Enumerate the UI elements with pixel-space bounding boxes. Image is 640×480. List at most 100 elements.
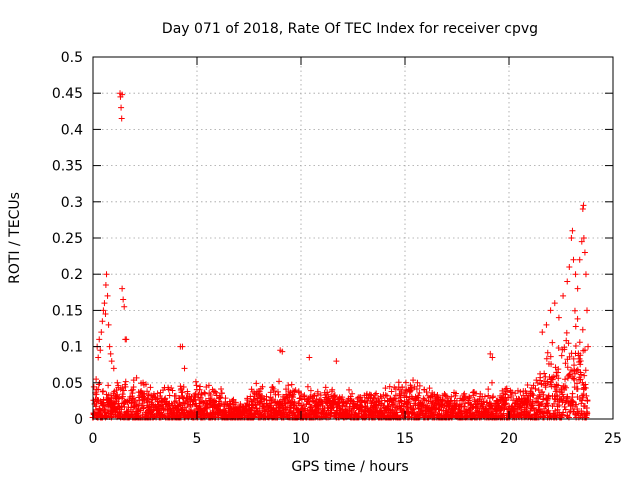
data-point [405, 397, 412, 404]
data-point [121, 303, 128, 310]
data-point [416, 389, 423, 396]
data-point [564, 393, 571, 400]
data-points [89, 90, 592, 421]
data-point [333, 358, 340, 365]
data-point [118, 115, 125, 122]
data-point [565, 414, 572, 421]
y-tick-label: 0 [74, 412, 83, 428]
data-point [543, 355, 550, 362]
data-point [181, 365, 188, 372]
data-point [558, 412, 565, 419]
data-point [584, 410, 591, 417]
data-point [120, 296, 127, 303]
data-point [574, 367, 581, 374]
data-point [466, 394, 473, 401]
data-point [574, 315, 581, 322]
data-point [571, 370, 578, 377]
data-point [197, 394, 204, 401]
data-point [180, 384, 187, 391]
data-point [276, 378, 283, 385]
data-point [572, 343, 579, 350]
chart-title: Day 071 of 2018, Rate Of TEC Index for r… [162, 21, 538, 37]
data-point [480, 398, 487, 405]
data-point [549, 376, 556, 383]
data-point [169, 387, 176, 394]
data-point [218, 400, 225, 407]
data-point [123, 336, 130, 343]
data-point [502, 391, 509, 398]
data-point [217, 394, 224, 401]
data-point [142, 381, 149, 388]
data-point [486, 395, 493, 402]
data-point [574, 285, 581, 292]
data-point [357, 394, 364, 401]
y-tick-label: 0.2 [61, 267, 83, 283]
data-point [118, 409, 125, 416]
data-point [306, 354, 313, 361]
data-point [570, 375, 577, 382]
y-tick-label: 0.05 [52, 376, 83, 392]
x-tick-label: 20 [500, 431, 518, 447]
data-point [371, 396, 378, 403]
data-point [215, 403, 222, 410]
data-point [122, 383, 129, 390]
data-point [530, 392, 537, 399]
data-point [414, 379, 421, 386]
data-point [554, 369, 561, 376]
data-point [489, 394, 496, 401]
data-point [408, 386, 415, 393]
data-point [490, 393, 497, 400]
y-tick-label: 0.5 [61, 50, 83, 66]
data-point [119, 285, 126, 292]
data-point [291, 402, 298, 409]
data-point [481, 393, 488, 400]
data-point [545, 393, 552, 400]
data-point [100, 307, 107, 314]
grid-lines [93, 57, 613, 419]
data-point [347, 393, 354, 400]
data-point [539, 388, 546, 395]
data-point [583, 405, 590, 412]
data-point [566, 370, 573, 377]
data-point [487, 350, 494, 357]
x-tick-label: 10 [292, 431, 310, 447]
data-point [566, 409, 573, 416]
data-point [582, 271, 589, 278]
data-point [267, 400, 274, 407]
data-point [551, 300, 558, 307]
data-point [448, 393, 455, 400]
data-point [555, 314, 562, 321]
data-point [213, 392, 220, 399]
data-point [253, 380, 260, 387]
data-point [115, 382, 122, 389]
y-axis-label: ROTI / TECUs [7, 192, 23, 284]
data-point [407, 387, 414, 394]
y-tick-label: 0.1 [61, 340, 83, 356]
data-point [133, 374, 140, 381]
data-point [93, 391, 100, 398]
data-point [101, 300, 108, 307]
data-point [95, 354, 102, 361]
data-point [517, 388, 524, 395]
data-point [335, 400, 342, 407]
data-point [177, 401, 184, 408]
data-point [130, 383, 137, 390]
data-point [352, 409, 359, 416]
data-point [559, 391, 566, 398]
data-point [549, 339, 556, 346]
data-point [576, 339, 583, 346]
data-point [108, 358, 115, 365]
data-point [579, 397, 586, 404]
data-point [415, 397, 422, 404]
data-point [568, 235, 575, 241]
data-point [566, 371, 573, 378]
data-point [105, 321, 112, 328]
data-point [576, 256, 583, 263]
axis-ticks [92, 56, 614, 420]
x-tick-labels: 0 5 10 15 20 25 [89, 431, 622, 447]
data-point [543, 321, 550, 328]
data-point [574, 380, 581, 387]
data-point [363, 390, 370, 397]
data-point [577, 358, 584, 365]
data-point [259, 383, 266, 390]
